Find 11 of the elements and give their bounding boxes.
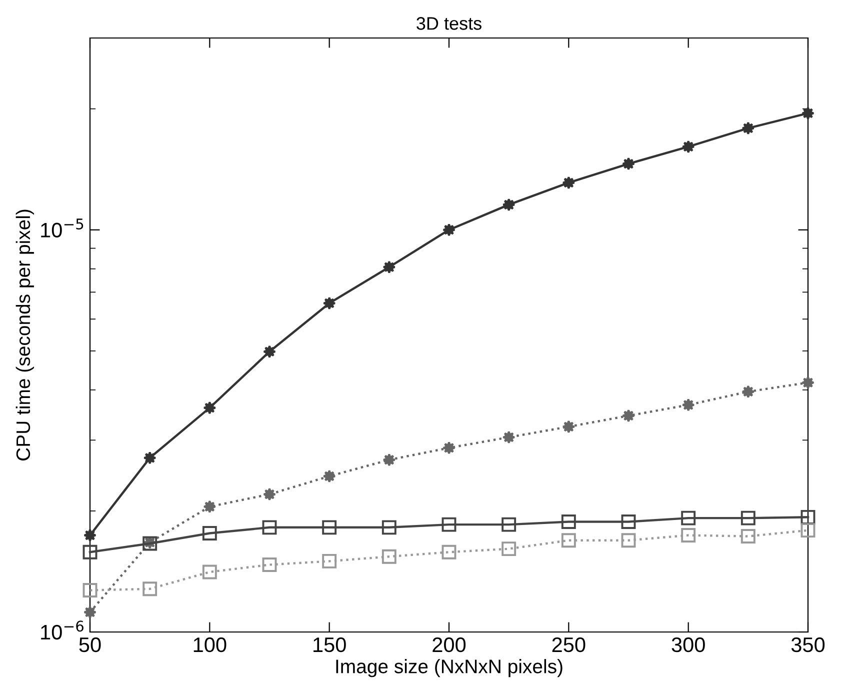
chart-title: 3D tests [416, 17, 482, 30]
x-axis-title: Image size (NxNxN pixels) [336, 659, 562, 678]
x-tick-label: 100 [194, 637, 226, 652]
x-tick-label: 350 [791, 637, 825, 652]
x-tick-label: 200 [432, 637, 466, 652]
x-tick-label: 300 [672, 637, 705, 652]
x-tick-label: 150 [314, 637, 346, 652]
x-tick-label: 250 [552, 637, 586, 652]
x-tick-label: 50 [79, 637, 101, 652]
y-axis-title: CPU time (seconds per pixel) [16, 210, 34, 460]
y-tick-label: 10$^{−5}$ [41, 218, 84, 238]
